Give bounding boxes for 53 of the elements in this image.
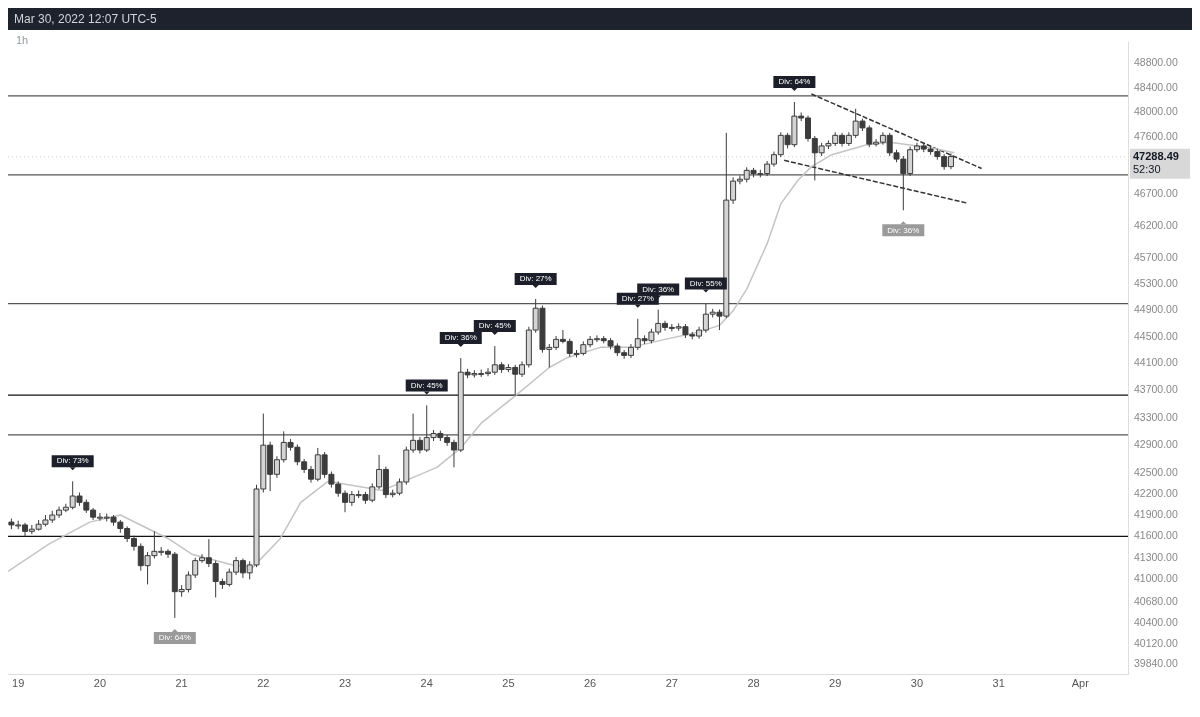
y-tick-label: 48800.00 [1134, 56, 1178, 69]
chart-title: 1h [16, 34, 29, 46]
x-tick-label: 23 [338, 677, 352, 690]
y-tick-label: 41900.00 [1134, 507, 1178, 520]
annotation: Div: 64% [778, 77, 811, 87]
annotation: Div: 36% [444, 333, 477, 343]
y-tick-label: 42200.00 [1134, 486, 1178, 499]
y-tick-label: 40120.00 [1134, 636, 1178, 649]
y-tick-label: 42900.00 [1134, 438, 1178, 451]
y-tick-label: 45700.00 [1134, 250, 1178, 263]
y-tick-label: 43300.00 [1134, 410, 1178, 423]
x-tick-label: 24 [420, 677, 433, 690]
annotation: Div: 27% [519, 274, 552, 284]
annotation: Div: 55% [689, 278, 722, 288]
x-tick-label: 27 [665, 677, 678, 690]
x-tick-label: 30 [910, 677, 924, 690]
ref-line-label: 47288.49 [1133, 149, 1179, 162]
y-tick-label: 40680.00 [1134, 595, 1178, 608]
annotation: Div: 36% [642, 284, 675, 294]
x-tick-label: Apr [1071, 677, 1090, 690]
y-tick-label: 44500.00 [1134, 329, 1178, 342]
annotation: Div: 36% [887, 225, 920, 235]
x-tick-label: 21 [175, 677, 188, 690]
chart-subtitle: Mar 30, 2022 12:07 UTC-5 [13, 11, 158, 28]
y-tick-label: 41300.00 [1134, 550, 1178, 563]
annotation: Div: 27% [621, 293, 654, 303]
y-tick-label: 39840.00 [1134, 657, 1178, 670]
y-tick-label: 44900.00 [1134, 303, 1178, 316]
y-tick-label: 44100.00 [1134, 356, 1178, 369]
y-tick-label: 41600.00 [1134, 529, 1178, 542]
annotation: Div: 45% [478, 321, 511, 331]
x-tick-label: 19 [12, 677, 25, 690]
y-tick-label: 48400.00 [1134, 80, 1178, 93]
annotation: Div: 73% [56, 456, 89, 466]
y-tick-label: 47600.00 [1134, 130, 1178, 143]
x-tick-label: 31 [992, 677, 1005, 690]
y-tick-label: 48000.00 [1134, 105, 1178, 118]
y-tick-label: 45300.00 [1134, 276, 1178, 289]
y-tick-label: 41000.00 [1134, 572, 1178, 585]
y-tick-label: 46700.00 [1134, 186, 1178, 199]
x-tick-label: 29 [829, 677, 842, 690]
annotation: Div: 64% [158, 633, 191, 643]
x-tick-label: 25 [502, 677, 515, 690]
x-tick-label: 28 [747, 677, 760, 690]
x-tick-label: 26 [584, 677, 597, 690]
text: 52:30 [1133, 162, 1161, 175]
y-tick-label: 46200.00 [1134, 218, 1178, 231]
y-tick-label: 40400.00 [1134, 615, 1178, 628]
x-tick-label: 20 [93, 677, 107, 690]
annotation: Div: 45% [410, 380, 443, 390]
x-tick-label: 22 [257, 677, 270, 690]
y-tick-label: 43700.00 [1134, 383, 1178, 396]
y-tick-label: 42500.00 [1134, 465, 1178, 478]
